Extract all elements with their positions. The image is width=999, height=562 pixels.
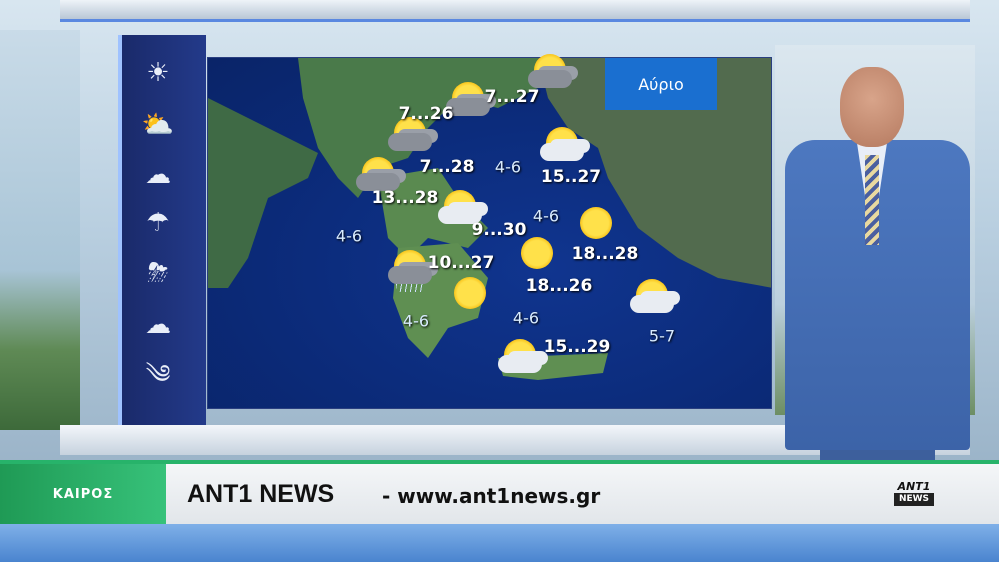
cloud-icon: ☁ [145,160,171,190]
clouds-icon: ☁ [145,310,171,340]
studio-floor [0,524,999,562]
sun-cloud-icon [438,188,482,228]
wind-label: 5-7 [648,326,676,346]
sun-cloud-icon [498,337,542,377]
rain-icon: ☂ [146,208,170,238]
temperature-label: 7...28 [419,157,475,177]
wind-label: 4-6 [512,308,540,328]
weather-legend-sidebar: ☀ ⛅ ☁ ☂ ⛈ ☁ ༄ [118,35,206,425]
channel-logo: ANT1 NEWS [894,480,934,510]
storm-rain-icon [388,248,432,292]
ticker-section-label: ΚΑΙΡΟΣ [0,464,166,524]
sun-cloud-icon [630,277,674,317]
wind-label: 4-6 [494,157,522,177]
sun-icon: ☀ [146,58,170,88]
ticker-url: - www.ant1news.gr [382,484,601,508]
screen-frame [60,0,970,22]
temperature-label: 7...27 [484,87,540,107]
sun-icon [448,275,492,315]
sun-cloud-icon [540,125,584,165]
sun-icon [515,235,559,275]
temperature-label: 13...28 [371,188,439,208]
day-badge: Αύριο [605,58,717,110]
logo-top: ANT1 [897,480,931,493]
temperature-label: 18...28 [571,244,639,264]
temperature-label: 15..27 [540,167,602,187]
sun-cloud-storm-icon [356,155,400,195]
studio-window [0,30,80,430]
sun-cloud-storm-icon [528,52,572,92]
temperature-label: 9...30 [471,220,527,240]
news-ticker: ΚΑΙΡΟΣ ANT1 NEWS - www.ant1news.gr ANT1 N… [0,460,999,524]
sun-icon [574,205,618,245]
ticker-title: ANT1 NEWS [187,480,335,508]
temperature-label: 10...27 [427,253,495,273]
temperature-label: 18...26 [525,276,593,296]
wind-label: 4-6 [402,311,430,331]
logo-bottom: NEWS [894,493,934,506]
sun-cloud-storm-icon [446,80,490,120]
weather-map [207,57,772,409]
wind-label: 4-6 [335,226,363,246]
wind-cloud-icon: ༄ [145,360,171,390]
temperature-label: 15...29 [543,337,611,357]
wind-label: 4-6 [532,206,560,226]
sun-cloud-storm-icon [388,115,432,155]
thunderstorm-icon: ⛈ [147,258,169,288]
sun-cloud-icon: ⛅ [141,110,175,140]
temperature-label: 7...26 [398,104,454,124]
